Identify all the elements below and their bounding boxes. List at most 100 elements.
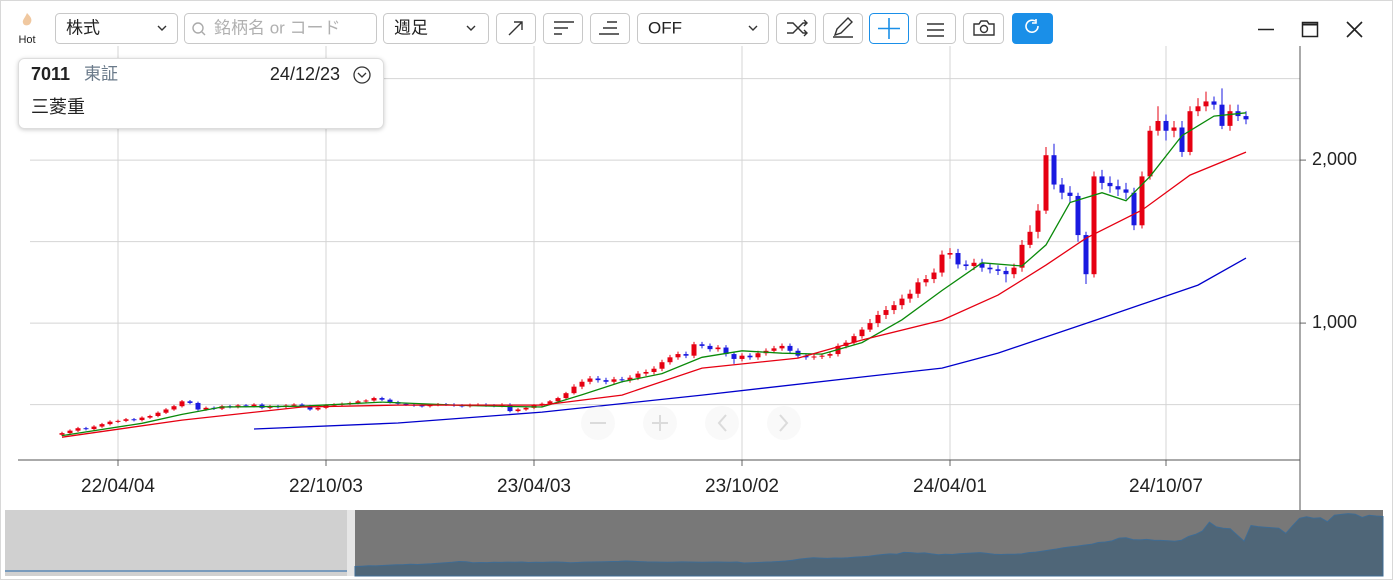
dropdown-arrow	[466, 25, 476, 31]
candle	[195, 401, 201, 411]
candle	[683, 351, 689, 359]
candle-body	[99, 424, 105, 427]
expand-button[interactable]	[353, 66, 371, 84]
candle-body	[1003, 270, 1009, 275]
candle	[595, 376, 601, 383]
candle	[1011, 263, 1017, 279]
candle-body	[827, 354, 833, 356]
candle-body	[1179, 127, 1185, 152]
candle-body	[1131, 192, 1137, 226]
candle	[67, 429, 73, 435]
candle-body	[83, 428, 89, 430]
candle-body	[891, 305, 897, 311]
navigator-area	[354, 513, 1384, 577]
candle	[659, 359, 665, 372]
settings-icon	[927, 23, 944, 37]
candle	[707, 343, 713, 352]
market-value: 株式	[66, 18, 100, 37]
candle-body	[1139, 176, 1145, 226]
scroll-left-button[interactable]	[705, 406, 739, 440]
refresh-icon	[1025, 19, 1039, 33]
candle	[643, 369, 649, 377]
candle-body	[971, 262, 977, 267]
draw-button[interactable]	[823, 13, 863, 44]
candle-body	[1115, 186, 1121, 190]
scroll-right-button[interactable]	[767, 406, 801, 440]
candle	[1171, 120, 1177, 138]
candle	[651, 366, 657, 375]
candle	[1179, 120, 1185, 157]
maximize-button[interactable]	[1301, 21, 1319, 38]
candle-body	[155, 412, 161, 416]
candle-body	[931, 272, 937, 280]
candle	[883, 305, 889, 320]
candle	[147, 414, 153, 419]
mode-select[interactable]	[637, 13, 769, 44]
candle	[1099, 169, 1105, 190]
market-select[interactable]	[55, 13, 178, 44]
candle-body	[1155, 120, 1161, 131]
settings-button[interactable]	[916, 13, 956, 44]
candle-body	[115, 420, 121, 422]
candle-body	[715, 347, 721, 350]
period-select[interactable]	[383, 13, 489, 44]
close-button[interactable]	[1346, 21, 1363, 38]
period-value: 週足	[394, 18, 428, 37]
candle	[1211, 96, 1217, 110]
moving-average-line	[61, 112, 1247, 437]
candle-body	[563, 393, 569, 399]
candle	[779, 343, 785, 351]
candle	[1139, 171, 1145, 229]
candle-body	[811, 356, 817, 358]
candle	[131, 417, 137, 422]
candle	[747, 353, 753, 360]
candle	[771, 345, 777, 354]
candle-body	[1107, 182, 1113, 187]
search-box[interactable]	[184, 13, 377, 44]
screenshot-button[interactable]	[963, 13, 1004, 44]
candle-body	[1163, 120, 1169, 131]
candle-body	[555, 398, 561, 402]
zoom-in-button[interactable]	[643, 406, 677, 440]
candle	[1067, 186, 1073, 203]
zoom-out-button[interactable]	[581, 406, 615, 440]
candle	[571, 384, 577, 395]
candle	[1083, 231, 1089, 284]
hot-icon[interactable]	[22, 13, 32, 26]
candle	[939, 250, 945, 277]
candle	[1003, 266, 1009, 283]
candle	[875, 310, 881, 328]
candle-body	[723, 347, 729, 355]
candle-body	[1147, 130, 1153, 177]
candle-body	[1043, 155, 1049, 211]
candle	[899, 294, 905, 310]
candle-body	[987, 267, 993, 270]
candle-body	[59, 433, 65, 435]
x-tick-label: 23/04/03	[497, 476, 571, 497]
candle-body	[779, 345, 785, 349]
candle-body	[1203, 101, 1209, 107]
candle-body	[131, 419, 137, 421]
candle-body	[651, 368, 657, 372]
shuffle-button[interactable]	[776, 13, 816, 44]
scroll-right-icon	[779, 414, 789, 432]
info-box: 7011 東証 24/12/23 三菱重	[18, 58, 384, 129]
candle-body	[643, 371, 649, 374]
candle	[931, 268, 937, 284]
candle	[179, 400, 185, 408]
refresh-button[interactable]	[1012, 13, 1053, 44]
candle	[859, 327, 865, 339]
candle	[723, 345, 729, 357]
candle	[1123, 182, 1129, 200]
candle-body	[1075, 195, 1081, 236]
candle	[611, 376, 617, 385]
candle-body	[1195, 106, 1201, 112]
crosshair-icon	[878, 18, 900, 39]
candle-body	[107, 421, 113, 425]
candle-body	[627, 377, 633, 381]
candle-body	[515, 409, 521, 412]
hot-label[interactable]: Hot	[18, 34, 35, 46]
candle	[979, 258, 985, 272]
navigator-handle[interactable]	[347, 510, 355, 576]
